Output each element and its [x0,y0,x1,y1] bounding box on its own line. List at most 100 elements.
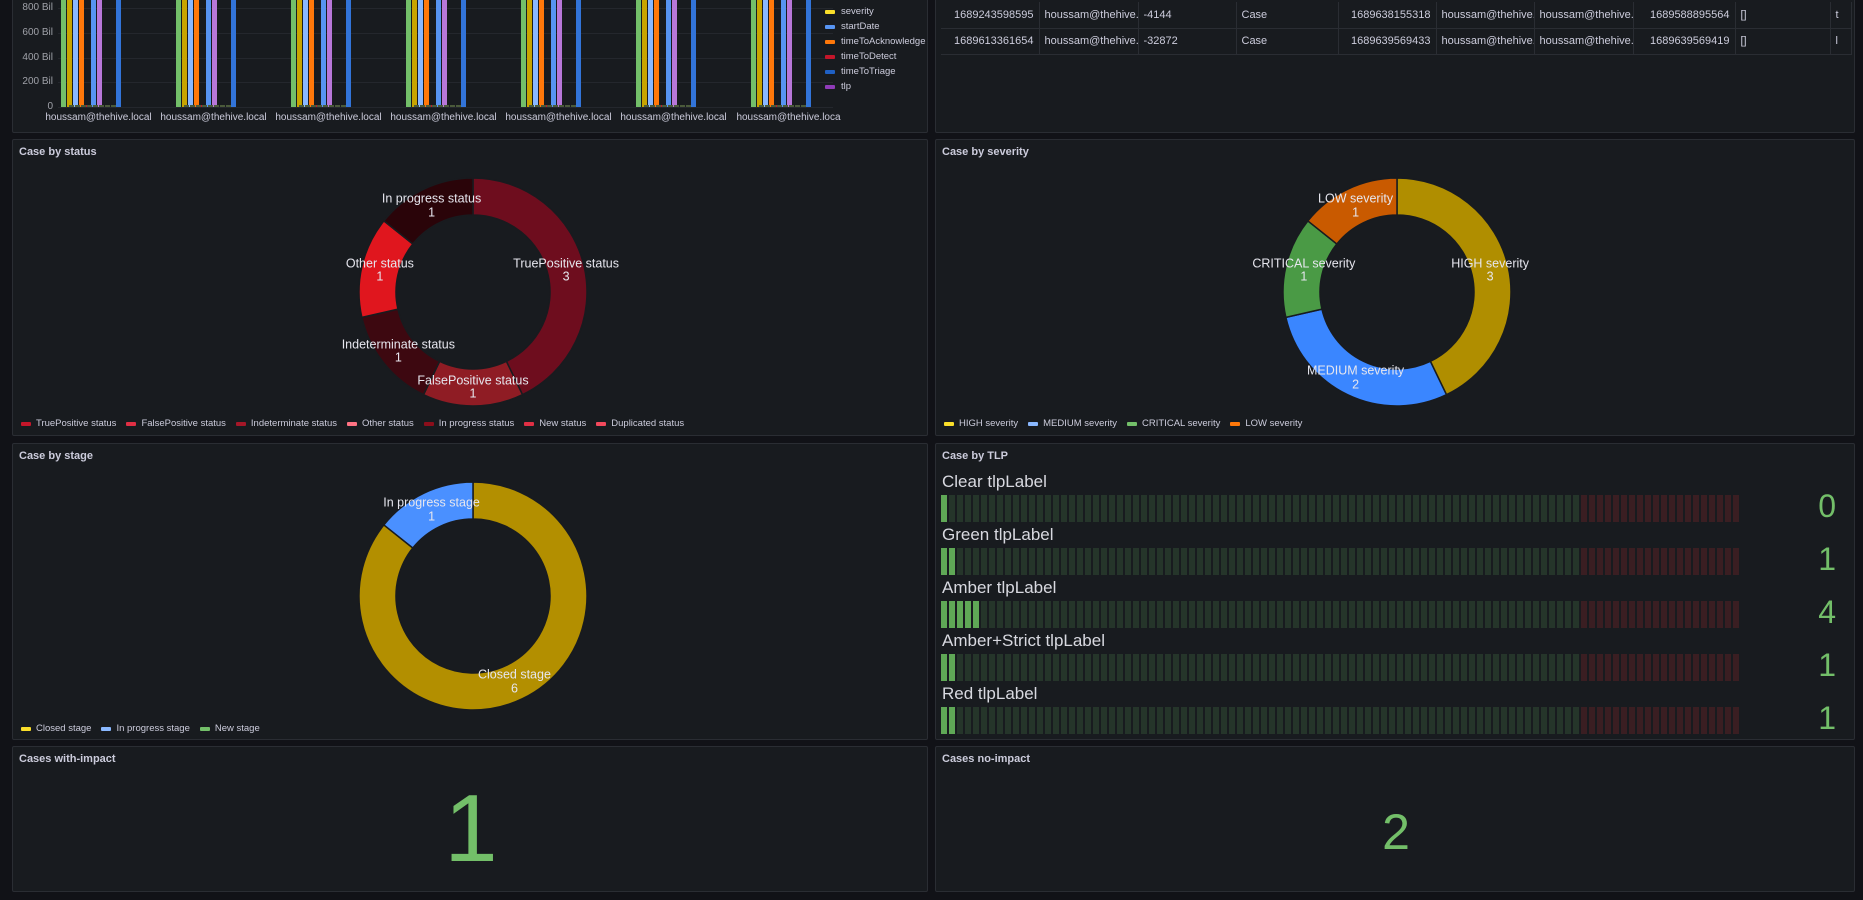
gauge-cell [1573,601,1579,628]
slice-label-value: 1 [428,508,436,523]
gauge-cell [1477,548,1483,575]
gauge-cell [1077,654,1083,681]
legend-item[interactable]: Other status [347,418,414,429]
legend-label: startDate [841,21,880,32]
gauge-cell [1477,707,1483,734]
pie-slice[interactable] [1396,177,1512,396]
gauge-cell [1581,707,1587,734]
gauge-cell [973,654,979,681]
gauge-cell [1181,548,1187,575]
chart-legend: TruePositive status FalsePositive status I… [21,418,684,429]
bar [668,105,673,107]
bar [214,105,219,107]
gauge-cell [1453,548,1459,575]
tlp-bar-gauge [941,601,1739,628]
table-cell: [] [1735,28,1831,55]
legend-item[interactable]: Duplicated status [596,418,684,429]
gauge-cell [1381,601,1387,628]
gauge-cell [981,495,987,522]
gauge-cell [1469,601,1475,628]
legend-item[interactable]: FalsePositive status [126,418,226,429]
gauge-cell [1373,601,1379,628]
table-cell: [] [1735,2,1831,29]
table-cell: Case [1236,28,1339,55]
gauge-cell [1653,548,1659,575]
legend-item[interactable]: TruePositive status [21,418,116,429]
gauge-cell [1421,495,1427,522]
legend-label: timeToAcknowledge [841,36,926,47]
legend-item[interactable]: timeToTriage [825,66,896,77]
bar [311,105,316,107]
gauge-cell [1293,654,1299,681]
table-cell: houssam@thehive... [1039,28,1139,55]
gauge-cell [1133,707,1139,734]
legend-item[interactable]: timeToAcknowledge [825,36,926,47]
legend-item[interactable]: New status [524,418,586,429]
pie-slice[interactable] [1284,308,1448,407]
gauge-cell [957,707,963,734]
legend-item[interactable]: In progress stage [101,723,190,734]
bar [781,0,786,107]
gauge-cell [1237,495,1243,522]
gauge-cell [1189,601,1195,628]
x-tick-label: houssam@thehive.local [620,112,727,123]
table-row[interactable]: 1689243598595 houssam@thehive... -4144 Case… [941,2,1852,29]
slice-label-name: Indeterminate status [341,336,455,351]
gauge-cell [1133,495,1139,522]
gauge-cell [1525,707,1531,734]
table-row[interactable]: 1689613361654 houssam@thehive... -32872 Cas… [941,28,1852,55]
legend-swatch [596,421,607,426]
gauge-cell [1629,654,1635,681]
gauge-cell [1629,495,1635,522]
pie-slice[interactable] [472,177,588,396]
pie-slice[interactable] [382,481,474,550]
bar [346,0,351,107]
legend-label: FalsePositive status [141,418,226,429]
legend-swatch [21,421,31,426]
legend-swatch [825,84,835,89]
gauge-cell [1205,548,1211,575]
legend-item[interactable]: timeToDetect [825,51,896,62]
legend-item[interactable]: CRITICAL severity [1127,418,1220,429]
gauge-cell [1085,707,1091,734]
y-tick-label: 600 Bil [22,26,53,38]
gauge-cell [1549,548,1555,575]
gauge-cell [1549,495,1555,522]
gauge-cell [1229,654,1235,681]
legend-item[interactable]: HIGH severity [944,418,1018,429]
table-cell: houssam@thehive... [1436,2,1535,29]
legend-item[interactable]: MEDIUM severity [1028,418,1117,429]
gauge-cell [1693,548,1699,575]
legend-item[interactable]: Closed stage [21,723,91,734]
pie-slice[interactable] [1306,177,1398,246]
gauge-cell [1669,654,1675,681]
gauge-cell [1389,601,1395,628]
gauge-cell [965,654,971,681]
pie-slice[interactable] [382,177,474,246]
pie-slice[interactable] [358,481,588,711]
panel-title: Case by severity [942,146,1029,158]
x-tick-label: houssam@thehive.local [505,112,612,123]
legend-item[interactable]: severity [825,6,874,17]
legend-item[interactable]: tlp [825,81,851,92]
gauge-cell [1013,707,1019,734]
gauge-cell [1645,707,1651,734]
gauge-cell [1565,548,1571,575]
bar [751,0,756,107]
legend-label: tlp [841,81,852,92]
gauge-cell [1629,601,1635,628]
legend-item[interactable]: In progress status [423,418,514,429]
bar [327,0,332,107]
gauge-cell [1485,548,1491,575]
gauge-cell [1557,601,1563,628]
gauge-cell [1605,601,1611,628]
legend-item[interactable]: startDate [825,21,880,32]
legend-item[interactable]: LOW severity [1230,418,1302,429]
bar [188,0,193,107]
legend-item[interactable]: New stage [199,723,260,734]
legend-item[interactable]: Indeterminate status [235,418,337,429]
gauge-cell [1277,495,1283,522]
gauge-cell [1221,707,1227,734]
slice-label-name: FalsePositive status [417,372,529,387]
gauge-cell [1285,548,1291,575]
